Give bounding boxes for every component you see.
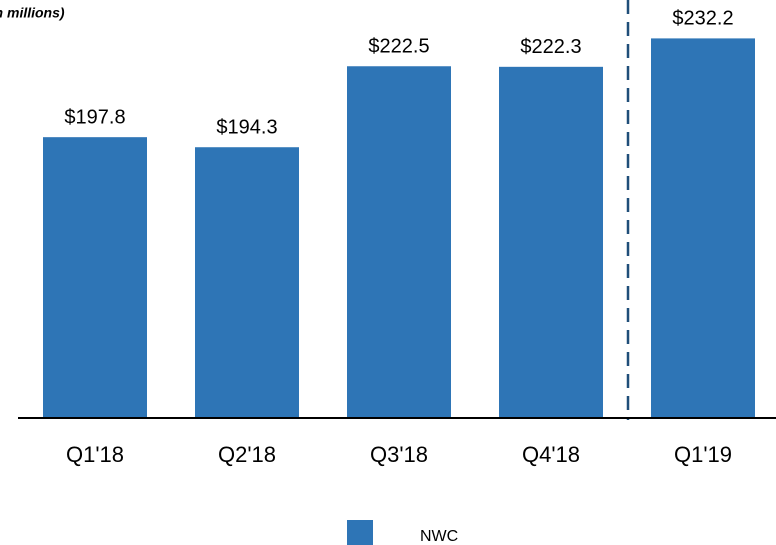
value-label: $197.8 [64, 106, 125, 128]
x-tick-label: Q4'18 [522, 442, 580, 467]
bar [195, 147, 299, 418]
x-tick-label: Q1'19 [674, 442, 732, 467]
bar [651, 38, 755, 418]
bar [499, 66, 603, 419]
legend-swatch [347, 520, 373, 545]
x-tick-label: Q3'18 [370, 442, 428, 467]
x-tick-label: Q1'18 [66, 442, 124, 467]
chart-title: (in millions) [0, 5, 65, 21]
x-tick-label: Q2'18 [218, 442, 276, 467]
value-label: $194.3 [216, 117, 277, 139]
value-label: $232.2 [672, 8, 733, 30]
legend-label: NWC [420, 528, 458, 545]
bar [43, 137, 147, 418]
value-label: $222.3 [520, 36, 581, 58]
bar [347, 66, 451, 418]
value-label: $222.5 [368, 36, 429, 58]
